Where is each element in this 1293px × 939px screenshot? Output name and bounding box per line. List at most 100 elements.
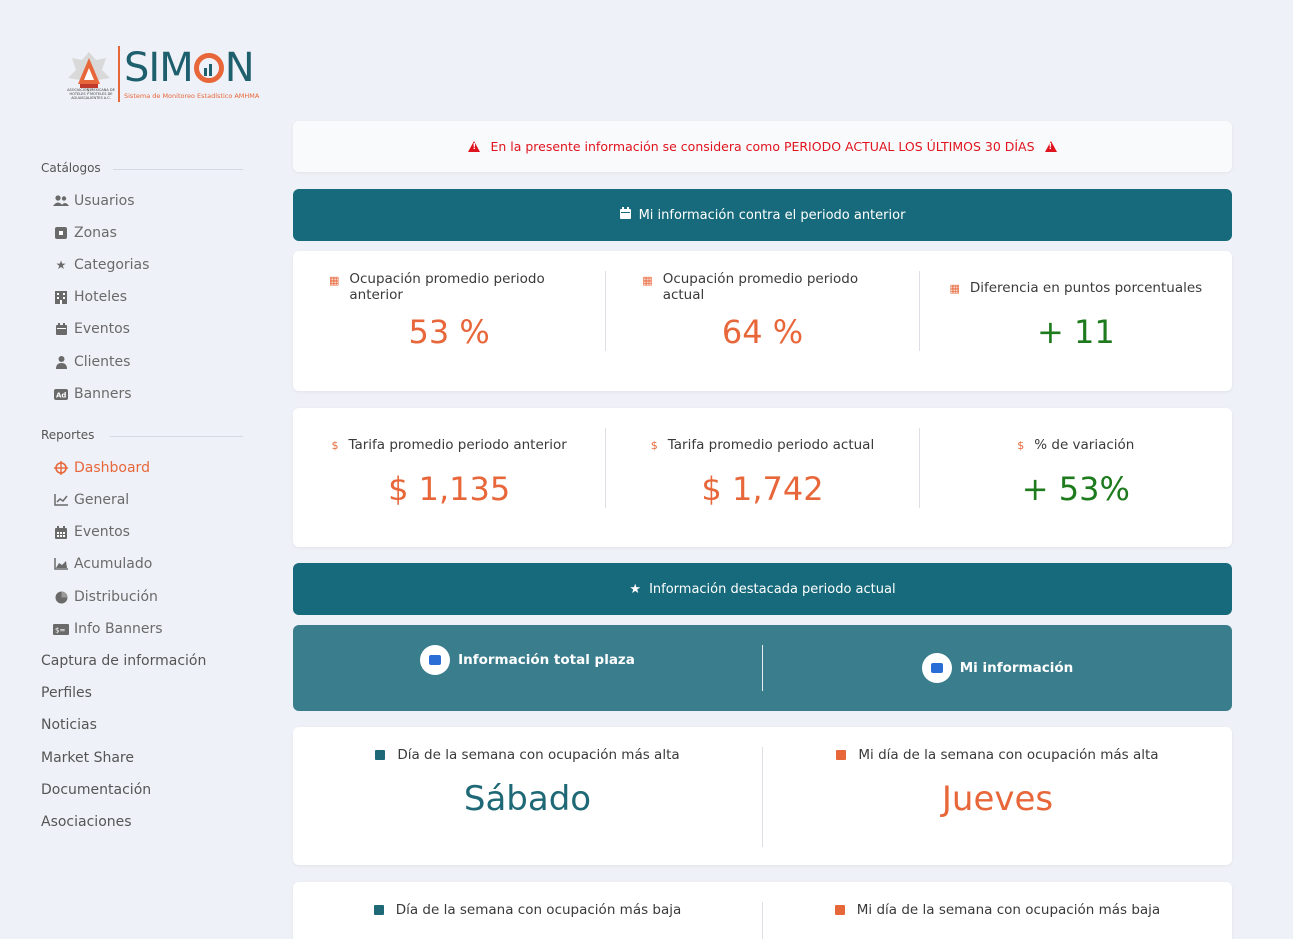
sidebar-item-label: Eventos: [74, 321, 130, 337]
tab-label: Mi información: [959, 660, 1074, 676]
sidebar-item-dashboard[interactable]: Dashboard: [53, 460, 150, 476]
stat-value: + 53%: [1021, 470, 1130, 508]
banner-label: Información destacada periodo actual: [649, 581, 896, 597]
brand-name: SIM N: [124, 45, 255, 91]
simon-logo[interactable]: ASOCIACIÓN MEXICANA DE HOTELES Y MOTELES…: [62, 42, 277, 106]
sidebar-item-label: Hoteles: [74, 289, 127, 305]
sidebar-item-asociaciones[interactable]: Asociaciones: [41, 814, 132, 830]
user-tie-icon: [53, 355, 69, 369]
stat-value: $ 1,135: [388, 470, 511, 508]
scope-toggle: Información total plaza Mi información: [293, 625, 1232, 711]
low-day-mine: Mi día de la semana con ocupación más ba…: [762, 902, 1232, 939]
star-icon: ★: [629, 581, 642, 597]
svg-text:Ad: Ad: [56, 391, 66, 399]
sidebar-item-zonas[interactable]: Zonas: [53, 225, 117, 241]
rates-card: $ Tarifa promedio periodo anterior $ 1,13…: [293, 408, 1232, 547]
catalogs-divider: [113, 169, 243, 170]
rate-previous: $ Tarifa promedio periodo anterior $ 1,13…: [293, 428, 605, 508]
calendar-icon: [375, 750, 386, 760]
calendar-icon: [373, 905, 384, 915]
catalogs-section-title: Catálogos: [41, 161, 101, 175]
sidebar-item-label: Eventos: [74, 524, 130, 540]
calendar-icon: [836, 750, 847, 760]
stat-value: Sábado: [463, 779, 592, 819]
tab-mi-informacion[interactable]: Mi información: [762, 645, 1232, 691]
sidebar-item-general[interactable]: General: [53, 492, 129, 508]
sidebar-item-banners[interactable]: Ad Banners: [53, 386, 132, 402]
sidebar-item-clientes[interactable]: Clientes: [53, 354, 130, 370]
logo-divider: [118, 46, 120, 102]
sidebar-item-perfiles[interactable]: Perfiles: [41, 685, 92, 701]
sidebar-item-documentacion[interactable]: Documentación: [41, 782, 152, 798]
stat-label: Día de la semana con ocupación más baja: [395, 902, 682, 918]
hotel-icon: ▦: [949, 281, 960, 295]
low-day-card: Día de la semana con ocupación más baja …: [293, 882, 1232, 939]
sidebar-item-eventos[interactable]: Eventos: [53, 321, 130, 337]
sidebar-item-eventos-report[interactable]: Eventos: [53, 524, 130, 540]
sidebar-item-captura[interactable]: Captura de información: [41, 653, 207, 669]
sidebar-item-acumulado[interactable]: Acumulado: [53, 556, 152, 572]
sidebar-item-hoteles[interactable]: Hoteles: [53, 289, 127, 305]
section-banner-highlights: ★ Información destacada periodo actual: [293, 563, 1232, 615]
hotel-icon: ▦: [642, 274, 653, 287]
stat-value: 64 %: [721, 313, 804, 351]
line-chart-icon: [53, 493, 69, 507]
reports-section-title: Reportes: [41, 428, 95, 442]
sidebar-item-label: Info Banners: [74, 621, 163, 637]
sidebar-item-categorias[interactable]: ★ Categorias: [53, 257, 150, 273]
calendar-icon: [619, 207, 631, 223]
sidebar-item-label: Categorias: [74, 257, 150, 273]
users-icon: [53, 194, 69, 208]
sidebar-item-label: Dashboard: [74, 460, 150, 476]
stat-value: + 11: [1036, 313, 1115, 351]
crosshair-icon: [53, 461, 69, 475]
sidebar-item-label: Banners: [74, 386, 132, 402]
dollar-icon: $: [1017, 438, 1025, 452]
stat-label: Mi día de la semana con ocupación más al…: [858, 747, 1159, 763]
high-day-card: Día de la semana con ocupación más alta …: [293, 727, 1232, 865]
money-bill-icon: $=: [53, 622, 69, 636]
stat-label: % de variación: [1034, 437, 1135, 453]
tab-label: Información total plaza: [458, 652, 635, 668]
rate-variation: $ % de variación + 53%: [918, 428, 1232, 508]
alert-text: En la presente información se considera …: [490, 139, 1035, 154]
occupancy-card: ▦ Ocupación promedio periodo anterior 53 …: [293, 251, 1232, 391]
stat-value: Jueves: [941, 779, 1054, 819]
sidebar-item-noticias[interactable]: Noticias: [41, 717, 97, 733]
occupancy-difference: ▦ Diferencia en puntos porcentuales + 11: [918, 271, 1232, 351]
calendar-icon: [53, 322, 69, 336]
sidebar-item-label: Zonas: [74, 225, 117, 241]
stat-label: Ocupación promedio periodo anterior: [349, 271, 545, 303]
area-chart-icon: [53, 557, 69, 571]
stat-label: Tarifa promedio periodo anterior: [348, 437, 567, 453]
reports-divider: [110, 436, 243, 437]
warning-icon: [1044, 141, 1057, 152]
dollar-icon: $: [650, 438, 658, 452]
stat-label: Mi día de la semana con ocupación más ba…: [856, 902, 1161, 918]
sidebar-item-label: General: [74, 492, 130, 508]
sidebar-item-usuarios[interactable]: Usuarios: [53, 193, 135, 209]
sidebar-item-distribucion[interactable]: Distribución: [53, 589, 158, 605]
sidebar: ASOCIACIÓN MEXICANA DE HOTELES Y MOTELES…: [0, 0, 270, 939]
sidebar-item-label: Usuarios: [74, 193, 135, 209]
stat-value: $ 1,742: [701, 470, 824, 508]
occupancy-previous: ▦ Ocupación promedio periodo anterior 53 …: [293, 271, 605, 351]
list-icon: [420, 645, 451, 675]
sidebar-item-label: Distribución: [74, 589, 158, 605]
star-icon: ★: [55, 258, 67, 272]
warning-icon: [468, 141, 481, 152]
building-icon: [53, 290, 69, 304]
chart-o-icon: [193, 53, 224, 83]
stat-label: Día de la semana con ocupación más alta: [397, 747, 680, 763]
stat-label: Ocupación promedio periodo actual: [662, 271, 859, 303]
period-alert: En la presente información se considera …: [293, 121, 1232, 172]
occupancy-current: ▦ Ocupación promedio periodo actual 64 %: [605, 271, 918, 351]
sidebar-item-info-banners[interactable]: $= Info Banners: [53, 621, 163, 637]
low-day-plaza: Día de la semana con ocupación más baja: [293, 902, 762, 939]
stat-value: 53 %: [408, 313, 490, 351]
tab-total-plaza[interactable]: Información total plaza: [293, 625, 762, 711]
logo-subtitle: Sistema de Monitoreo Estadístico AMHMA: [124, 92, 260, 100]
high-day-plaza: Día de la semana con ocupación más alta …: [293, 747, 762, 847]
hotel-icon: ▦: [328, 274, 340, 287]
sidebar-item-market-share[interactable]: Market Share: [41, 750, 134, 766]
